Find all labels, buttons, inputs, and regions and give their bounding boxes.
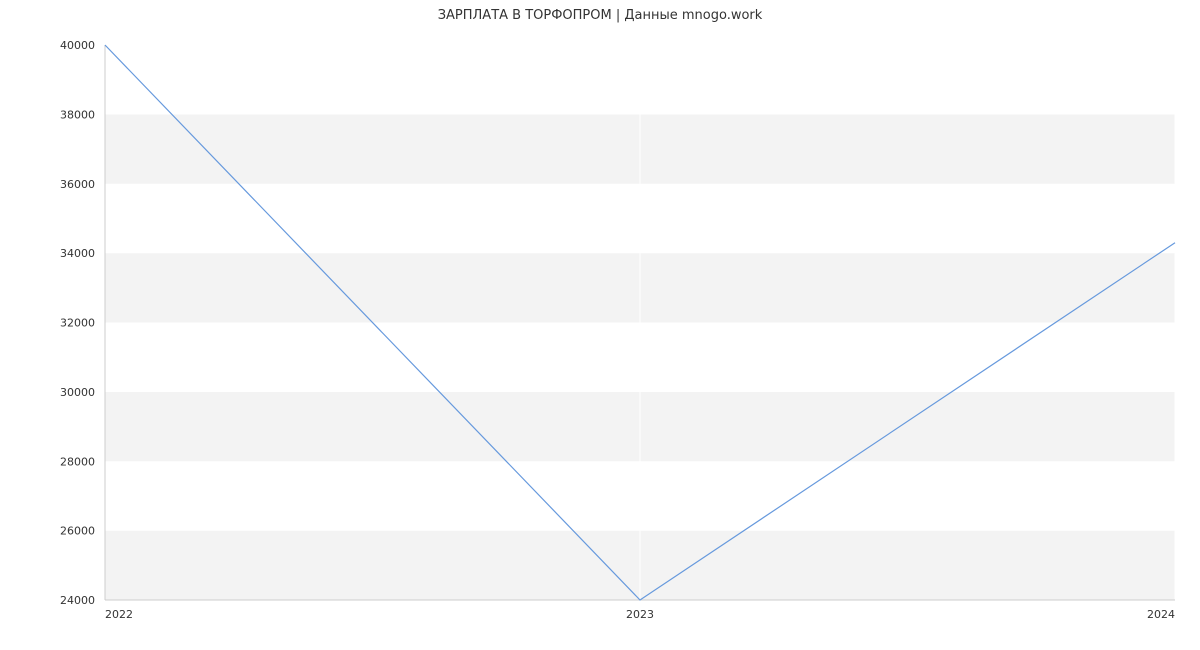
y-tick-label: 24000 bbox=[60, 594, 95, 607]
x-tick-label: 2022 bbox=[105, 608, 133, 621]
y-tick-label: 34000 bbox=[60, 247, 95, 260]
y-tick-label: 30000 bbox=[60, 386, 95, 399]
y-tick-label: 36000 bbox=[60, 178, 95, 191]
y-tick-label: 28000 bbox=[60, 455, 95, 468]
y-tick-label: 38000 bbox=[60, 108, 95, 121]
line-chart: ЗАРПЛАТА В ТОРФОПРОМ | Данные mnogo.work… bbox=[0, 0, 1200, 650]
y-tick-label: 26000 bbox=[60, 525, 95, 538]
y-tick-label: 40000 bbox=[60, 39, 95, 52]
x-tick-label: 2024 bbox=[1147, 608, 1175, 621]
x-tick-label: 2023 bbox=[626, 608, 654, 621]
y-tick-label: 32000 bbox=[60, 317, 95, 330]
chart-svg: 24000 26000 28000 30000 32000 34000 36000 38000… bbox=[0, 0, 1200, 650]
